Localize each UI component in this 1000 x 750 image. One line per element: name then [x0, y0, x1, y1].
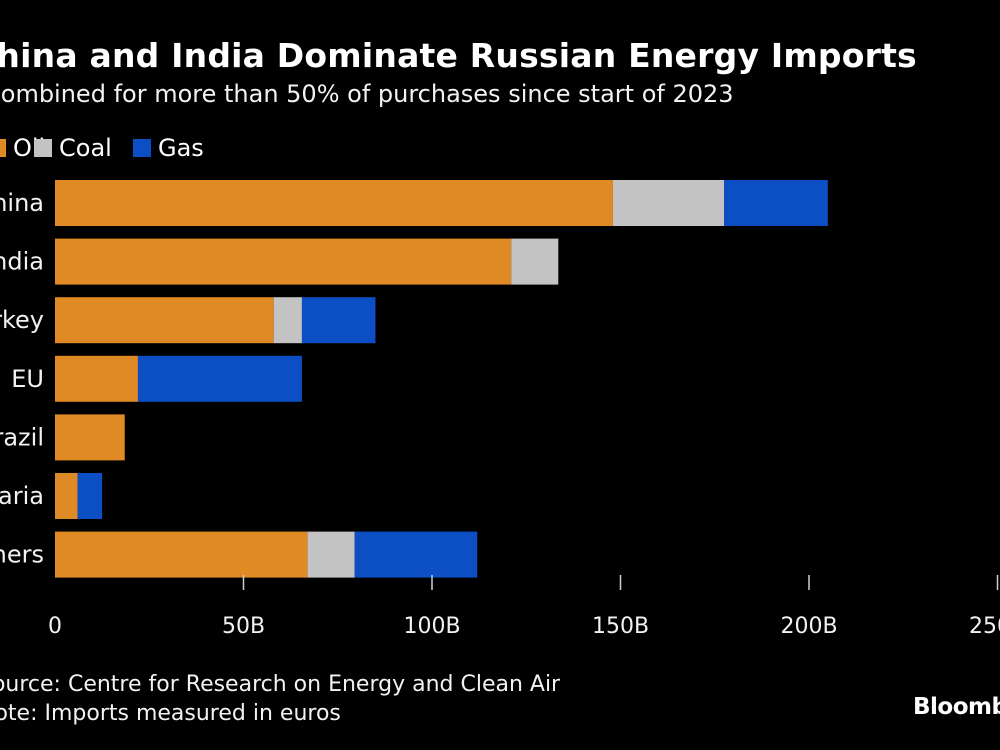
legend-swatch-oil — [0, 139, 6, 157]
bar-turkey-oil — [55, 297, 274, 344]
chart-title: China and India Dominate Russian Energy … — [0, 36, 917, 75]
bar-india-oil — [55, 238, 512, 285]
category-label-brazil: Brazil — [0, 423, 44, 451]
bloomberg-logo: Bloomberg — [913, 694, 1000, 720]
category-label-others: Others — [0, 541, 44, 569]
x-tick-label: 250B — [969, 614, 1000, 639]
legend-swatch-gas — [133, 139, 151, 157]
legend-label-gas: Gas — [158, 134, 204, 162]
legend-swatch-coal — [34, 139, 52, 157]
chart-subtitle: Combined for more than 50% of purchases … — [0, 80, 734, 108]
bar-bulgaria-gas — [77, 473, 103, 519]
x-tick-label: 0 — [48, 614, 62, 639]
bar-turkey-gas — [301, 297, 376, 344]
category-label-eu: EU — [11, 365, 44, 393]
legend-label-coal: Coal — [59, 134, 112, 162]
legend-item-coal: Coal — [34, 134, 112, 162]
x-tick-label: 150B — [592, 614, 649, 639]
x-tick-label: 200B — [780, 614, 837, 639]
category-label-turkey: Turkey — [0, 306, 44, 334]
bar-bulgaria-oil — [55, 473, 78, 519]
bar-others-coal — [307, 531, 355, 578]
bar-turkey-coal — [273, 297, 302, 344]
source-note: Source: Centre for Research on Energy an… — [0, 672, 561, 697]
bar-others-oil — [55, 531, 308, 578]
bar-china-oil — [55, 180, 613, 226]
bar-others-gas — [354, 531, 478, 578]
bar-brazil-oil — [55, 414, 125, 461]
footnote: Note: Imports measured in euros — [0, 701, 341, 726]
legend-item-gas: Gas — [133, 134, 204, 162]
bar-eu-oil — [55, 355, 138, 402]
bar-china-coal — [612, 180, 725, 226]
bar-eu-gas — [137, 355, 302, 402]
bar-india-coal — [511, 238, 559, 285]
category-label-china: China — [0, 189, 44, 217]
category-label-bulgaria: Bulgaria — [0, 482, 44, 510]
category-label-india: India — [0, 248, 44, 276]
x-tick-label: 50B — [222, 614, 265, 639]
bar-china-gas — [724, 180, 828, 226]
x-tick-label: 100B — [403, 614, 460, 639]
